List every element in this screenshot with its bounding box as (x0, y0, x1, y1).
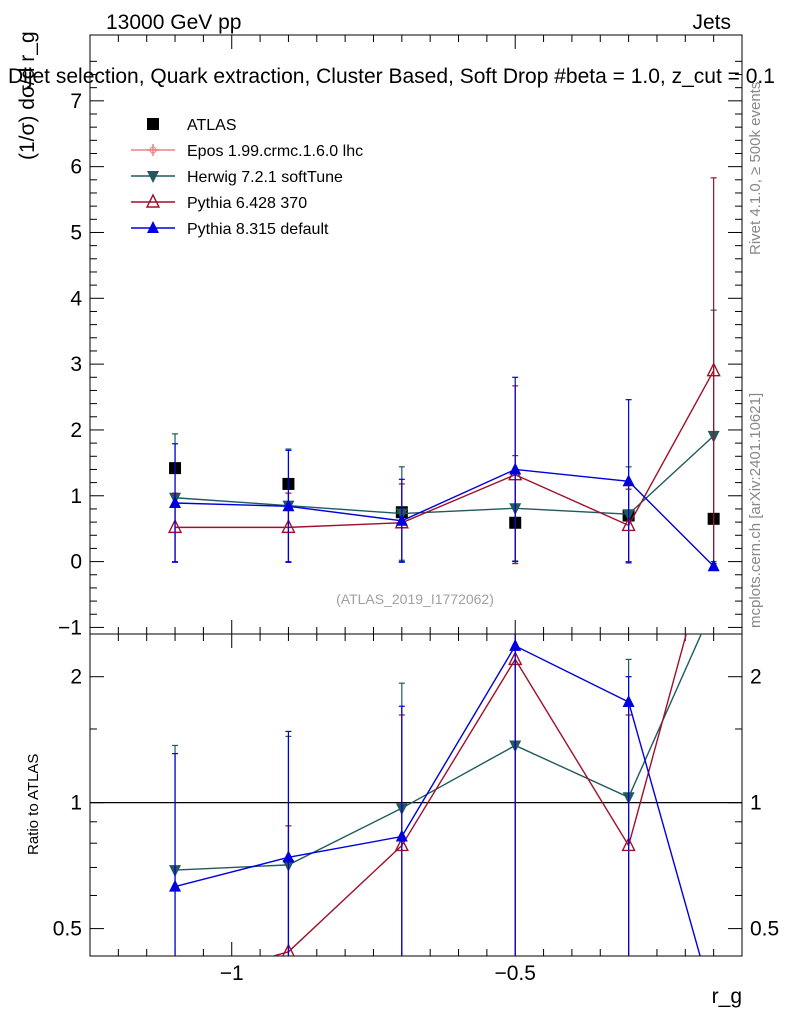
main-y-tick-label: 1 (70, 485, 82, 508)
pythia-8-315-default-ratio-line (174, 644, 701, 956)
main-y-tick-label: 6 (70, 156, 82, 179)
ratio-y-tick-label: 2 (70, 666, 82, 689)
pythia-8-315-default-ratio-point (169, 879, 182, 892)
legend-pythia-8-315-default-marker (147, 221, 159, 233)
ratio-y-axis-label: Ratio to ATLAS (25, 754, 42, 855)
main-y-tick-label: 0 (70, 551, 82, 574)
legend-pythia-8-315-default-label: Pythia 8.315 default (187, 221, 329, 238)
pythia-8-315-default-point (395, 513, 408, 526)
main-y-tick-label: 5 (70, 221, 82, 244)
legend-pythia-6-428-370-marker (145, 193, 161, 208)
x-axis-label: r_g (712, 985, 742, 1008)
herwig-7-2-1-softtune-line (174, 435, 715, 515)
ratio-y-tick-label-right: 2 (750, 666, 762, 689)
ratio-y-tick-label-right: 0.5 (750, 918, 779, 941)
legend-atlas-label: ATLAS (187, 117, 237, 134)
main-y-tick-label: 3 (70, 353, 82, 376)
plot-title: Dijet selection, Quark extraction, Clust… (8, 65, 775, 88)
pythia-8-315-default-ratio-point (622, 695, 635, 708)
legend-herwig-7-2-1-softtune-label: Herwig 7.2.1 softTune (187, 169, 343, 186)
main-y-axis-label: (1/σ) dσ/d r_g (16, 31, 39, 160)
herwig-7-2-1-softtune-ratio-line (175, 634, 703, 871)
x-tick-label: −1 (220, 962, 244, 985)
energy-label: 13000 GeV pp (106, 11, 241, 34)
ratio-y-tick-label: 1 (70, 792, 82, 815)
legend-pythia-6-428-370-label: Pythia 6.428 370 (187, 195, 307, 212)
legend: ATLAS Epos 1.99.crmc.1.6.0 lhc Herwig 7.2.… (131, 117, 363, 238)
analysis-watermark: (ATLAS_2019_I1772062) (336, 591, 494, 607)
pythia-6-428-370-line (175, 370, 715, 529)
main-y-tick-label: 7 (70, 90, 82, 113)
category-label: Jets (692, 11, 731, 34)
pythia-8-315-default-ratio-point (509, 638, 522, 651)
pythia-8-315-default-point (707, 559, 720, 572)
ratio-frame (89, 633, 743, 957)
pythia-8-315-default-ratio-error-bar (285, 730, 292, 956)
rivet-label: Rivet 4.1.0, ≥ 500k events (747, 82, 764, 255)
x-tick-label: −0.5 (494, 962, 535, 985)
main-y-tick-label: −1 (58, 616, 82, 639)
pythia-6-428-370-ratio-point (169, 976, 181, 988)
legend-epos-1-99-crmc-1-6-0-lhc-marker (147, 144, 159, 156)
legend-herwig-7-2-1-softtune-marker (147, 171, 159, 183)
main-panel: −1 0 1 2 3 4 5 6 7 (58, 34, 743, 639)
pythia-8-315-default-point (509, 462, 522, 475)
legend-epos-1-99-crmc-1-6-0-lhc-label: Epos 1.99.crmc.1.6.0 lhc (187, 143, 363, 160)
pythia-8-315-default-ratio-error-bar (172, 752, 179, 956)
pythia-8-315-default-ratio-error-bar (625, 676, 632, 956)
pythia-8-315-default-point (169, 496, 182, 509)
pythia-6-428-370-ratio-line (270, 634, 687, 956)
ratio-panel: −1 −0.5 0.5 0.5 1 1 2 2 (53, 601, 779, 988)
pythia-8-315-default-point (622, 474, 635, 487)
pythia-8-315-default-ratio-error-bar (514, 634, 516, 956)
pythia-8-315-default-line (175, 468, 715, 567)
legend-atlas-marker (147, 118, 159, 130)
pythia-8-315-default-point (282, 499, 295, 512)
ratio-y-tick-label-right: 1 (750, 792, 762, 815)
pythia-6-428-370-error-bar (710, 177, 717, 565)
pythia-8-315-default-ratio-point (395, 829, 408, 842)
herwig-7-2-1-softtune-ratio-point (708, 601, 720, 613)
main-y-tick-label: 2 (70, 419, 82, 442)
ratio-y-tick-label: 0.5 (53, 918, 82, 941)
main-y-tick-label: 4 (70, 287, 82, 310)
pythia-8-315-default-ratio-point (282, 850, 295, 863)
pythia-6-428-370-ratio-point (282, 943, 295, 956)
pythia-6-428-370-point (706, 362, 721, 377)
mcplots-label: mcplots.cern.ch [arXiv:2401.10621] (747, 393, 764, 628)
